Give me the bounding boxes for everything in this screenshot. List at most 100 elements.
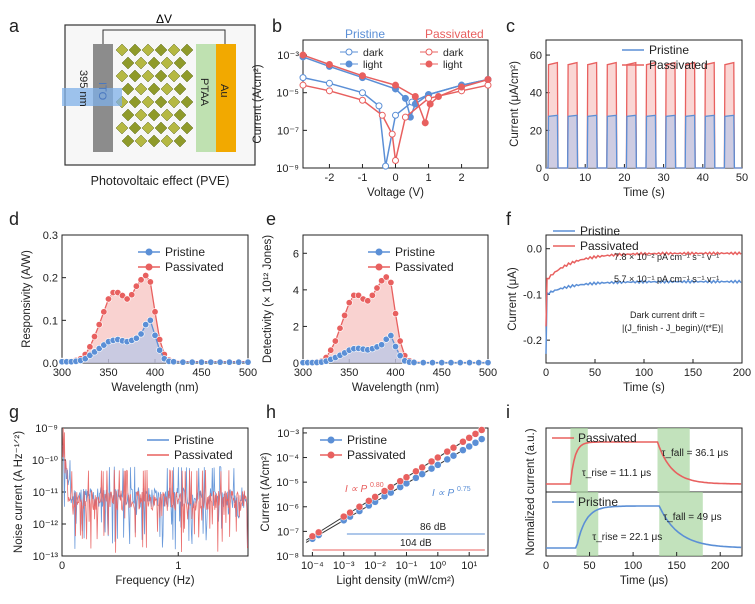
data-point (235, 358, 243, 366)
y-tick-label: 10⁻¹² (33, 519, 59, 531)
x-tick-label: 200 (733, 367, 751, 379)
octahedron (115, 121, 129, 135)
y-tick-label: 0.0 (43, 358, 58, 370)
fit-passivated-label: I ∝ P (345, 484, 367, 495)
y-tick-label: 10⁻⁷ (277, 526, 299, 538)
fit-line (305, 428, 484, 541)
legend-label: Pristine (347, 433, 387, 447)
y-axis-label: Current (A/cm²) (260, 452, 272, 531)
data-point (412, 467, 420, 476)
panel-label-g: g (9, 402, 19, 422)
data-point (368, 291, 376, 299)
data-point (443, 447, 451, 456)
octahedron (154, 69, 168, 83)
data-point (401, 113, 409, 121)
octahedron (141, 121, 155, 135)
data-point (327, 346, 335, 354)
legend-marker (345, 60, 353, 68)
y-tick-label: 10⁻⁷ (277, 125, 299, 137)
data-point (123, 295, 131, 303)
data-point (170, 358, 178, 366)
y-axis-label: Normalized current (a.u.) (525, 428, 537, 555)
data-point (358, 72, 366, 80)
drift-formula-title: Dark current drift = (630, 310, 705, 320)
octahedron (115, 43, 129, 57)
data-point (156, 346, 164, 354)
data-point (299, 81, 307, 89)
data-point (137, 330, 145, 338)
y-tick-label: 10⁻¹¹ (33, 487, 59, 499)
legend-marker (425, 48, 433, 56)
x-tick-label: 150 (667, 560, 685, 572)
data-point (434, 92, 442, 100)
legend-label: Passivated (578, 431, 637, 445)
legend-label: light (443, 59, 462, 71)
legend-marker (425, 60, 433, 68)
octahedron (180, 43, 194, 57)
fall-time-label: τ_fall = 36.1 μs (662, 448, 729, 459)
panel-f-chart: 0 50 100 150 200 -0.2 -0.1 0.0 Time (s) Current (… (507, 224, 751, 394)
x-axis-label: Wavelength (nm) (352, 382, 439, 394)
legend-label: dark (363, 47, 384, 59)
delta-v-label: ΔV (156, 12, 172, 26)
x-axis-label: Time (s) (623, 187, 665, 199)
legend-marker (327, 451, 335, 459)
y-tick-label: 10⁻⁸ (276, 551, 299, 563)
octahedron (180, 69, 194, 83)
series-line (545, 279, 742, 354)
data-point (382, 335, 390, 343)
series-line (302, 56, 489, 120)
data-point (314, 528, 323, 537)
octahedron (141, 69, 155, 83)
panel-label-c: c (506, 16, 515, 36)
au-layer (216, 44, 236, 152)
data-point (382, 162, 390, 170)
data-point (443, 455, 451, 464)
data-point (401, 94, 409, 102)
data-point (132, 282, 140, 290)
panel-label-i: i (506, 402, 510, 422)
x-tick-label: 300 (53, 367, 71, 379)
x-tick-label: 200 (711, 560, 729, 572)
panel-a-schematic: ΔV 395 nm ITO PTAA Au Photovoltaic effec… (62, 12, 256, 188)
y-tick-label: 10⁻⁵ (276, 88, 299, 100)
data-point (151, 308, 159, 316)
data-point (207, 358, 215, 366)
x-tick-label: 10⁻² (364, 560, 386, 572)
y-tick-label: 10⁻¹⁰ (32, 455, 59, 467)
data-point (387, 483, 395, 491)
octahedron (147, 108, 161, 122)
legend-group-pristine: Pristine (345, 27, 385, 41)
data-point (375, 102, 383, 110)
data-point (378, 111, 386, 119)
ptaa-label: PTAA (198, 78, 210, 107)
data-point (100, 341, 108, 349)
data-point (396, 352, 404, 360)
y-tick-label: 10⁻⁶ (276, 502, 299, 514)
series-fill (303, 277, 488, 363)
x-tick-label: 10⁻¹ (396, 560, 418, 572)
data-point (91, 348, 99, 356)
y-axis-label: Current (μA/cm²) (509, 61, 521, 147)
x-axis-label: Wavelength (nm) (111, 382, 198, 394)
data-point (378, 341, 386, 349)
x-tick-label: 300 (294, 367, 312, 379)
rise-band (576, 492, 599, 556)
y-tick-label: 4 (293, 285, 299, 297)
x-tick-label: -1 (358, 172, 368, 184)
octahedron (173, 82, 187, 96)
data-point (81, 355, 89, 363)
x-tick-label: 10⁻⁴ (301, 560, 324, 572)
y-axis-label: Noise current (A Hz⁻¹ᐟ²) (13, 431, 25, 553)
octahedron (128, 69, 142, 83)
y-tick-label: 10⁻⁹ (35, 423, 58, 435)
panel-label-d: d (9, 209, 19, 229)
legend-marker (375, 263, 383, 271)
x-tick-label: 10⁻³ (333, 560, 355, 572)
drift-pristine-annotation: 5.7 × 10⁻¹ pA cm⁻¹ s⁻¹ v⁻¹ (614, 274, 719, 284)
ptaa-layer (196, 44, 216, 152)
octahedron (173, 134, 187, 148)
legend-group-passivated: Passivated (425, 27, 484, 41)
x-tick-label: 0 (59, 560, 65, 572)
y-tick-label: 10⁻⁹ (276, 163, 299, 175)
